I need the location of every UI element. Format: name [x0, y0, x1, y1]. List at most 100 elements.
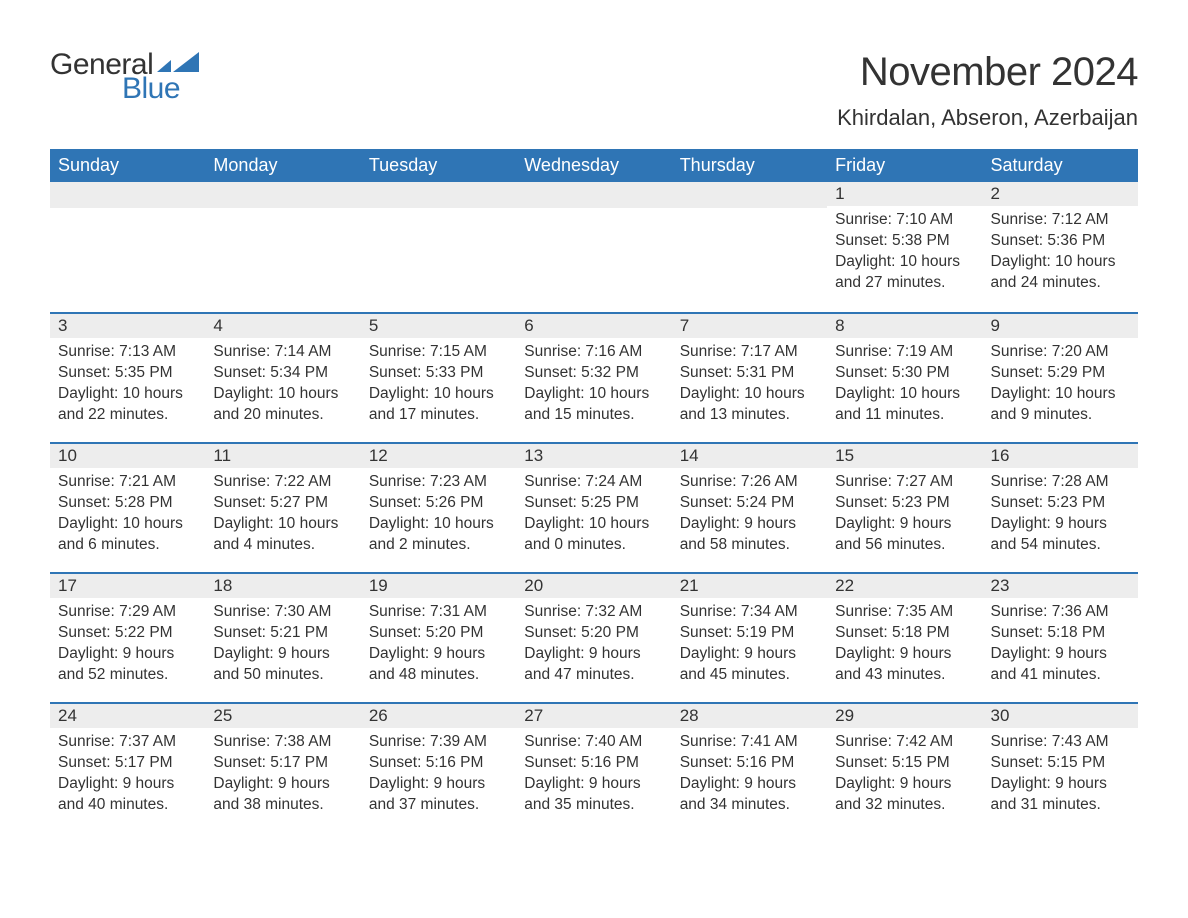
day-cell: 1Sunrise: 7:10 AMSunset: 5:38 PMDaylight…	[827, 182, 982, 312]
day-number-bar: 7	[672, 312, 827, 338]
day-sunset: Sunset: 5:34 PM	[213, 363, 352, 384]
day-daylight1: Daylight: 9 hours	[58, 774, 197, 795]
day-daylight1: Daylight: 9 hours	[58, 644, 197, 665]
day-daylight1: Daylight: 9 hours	[524, 644, 663, 665]
day-number-bar: 15	[827, 442, 982, 468]
weekday-header: Wednesday	[516, 149, 671, 182]
day-sunset: Sunset: 5:26 PM	[369, 493, 508, 514]
day-sunset: Sunset: 5:17 PM	[213, 753, 352, 774]
day-sunrise: Sunrise: 7:40 AM	[524, 732, 663, 753]
day-daylight2: and 31 minutes.	[991, 795, 1130, 816]
day-daylight1: Daylight: 9 hours	[369, 644, 508, 665]
day-daylight2: and 20 minutes.	[213, 405, 352, 426]
day-sunset: Sunset: 5:18 PM	[991, 623, 1130, 644]
day-cell	[205, 182, 360, 312]
week-row: 3Sunrise: 7:13 AMSunset: 5:35 PMDaylight…	[50, 312, 1138, 442]
day-body: Sunrise: 7:13 AMSunset: 5:35 PMDaylight:…	[50, 338, 205, 426]
day-sunrise: Sunrise: 7:37 AM	[58, 732, 197, 753]
day-daylight1: Daylight: 10 hours	[524, 384, 663, 405]
day-body: Sunrise: 7:30 AMSunset: 5:21 PMDaylight:…	[205, 598, 360, 686]
day-sunrise: Sunrise: 7:29 AM	[58, 602, 197, 623]
day-number-bar: 1	[827, 182, 982, 206]
day-body: Sunrise: 7:26 AMSunset: 5:24 PMDaylight:…	[672, 468, 827, 556]
day-daylight2: and 17 minutes.	[369, 405, 508, 426]
week-row: 24Sunrise: 7:37 AMSunset: 5:17 PMDayligh…	[50, 702, 1138, 832]
day-sunset: Sunset: 5:20 PM	[524, 623, 663, 644]
day-sunrise: Sunrise: 7:19 AM	[835, 342, 974, 363]
day-number-bar: 24	[50, 702, 205, 728]
day-body: Sunrise: 7:29 AMSunset: 5:22 PMDaylight:…	[50, 598, 205, 686]
day-body: Sunrise: 7:27 AMSunset: 5:23 PMDaylight:…	[827, 468, 982, 556]
day-number-bar: 4	[205, 312, 360, 338]
day-daylight1: Daylight: 9 hours	[835, 774, 974, 795]
day-number-bar: 17	[50, 572, 205, 598]
day-cell: 6Sunrise: 7:16 AMSunset: 5:32 PMDaylight…	[516, 312, 671, 442]
week-row: 10Sunrise: 7:21 AMSunset: 5:28 PMDayligh…	[50, 442, 1138, 572]
title-block: November 2024 Khirdalan, Abseron, Azerba…	[837, 50, 1138, 131]
day-body: Sunrise: 7:35 AMSunset: 5:18 PMDaylight:…	[827, 598, 982, 686]
day-sunset: Sunset: 5:33 PM	[369, 363, 508, 384]
day-sunset: Sunset: 5:20 PM	[369, 623, 508, 644]
weekday-header: Saturday	[983, 149, 1138, 182]
day-cell: 18Sunrise: 7:30 AMSunset: 5:21 PMDayligh…	[205, 572, 360, 702]
day-body: Sunrise: 7:24 AMSunset: 5:25 PMDaylight:…	[516, 468, 671, 556]
day-daylight2: and 35 minutes.	[524, 795, 663, 816]
day-sunset: Sunset: 5:30 PM	[835, 363, 974, 384]
day-cell: 11Sunrise: 7:22 AMSunset: 5:27 PMDayligh…	[205, 442, 360, 572]
day-daylight2: and 58 minutes.	[680, 535, 819, 556]
day-cell: 15Sunrise: 7:27 AMSunset: 5:23 PMDayligh…	[827, 442, 982, 572]
day-number-bar: 22	[827, 572, 982, 598]
day-cell: 19Sunrise: 7:31 AMSunset: 5:20 PMDayligh…	[361, 572, 516, 702]
day-sunset: Sunset: 5:17 PM	[58, 753, 197, 774]
day-body: Sunrise: 7:31 AMSunset: 5:20 PMDaylight:…	[361, 598, 516, 686]
day-daylight1: Daylight: 10 hours	[991, 384, 1130, 405]
day-daylight1: Daylight: 9 hours	[991, 514, 1130, 535]
day-sunrise: Sunrise: 7:34 AM	[680, 602, 819, 623]
day-body: Sunrise: 7:19 AMSunset: 5:30 PMDaylight:…	[827, 338, 982, 426]
day-sunset: Sunset: 5:36 PM	[991, 231, 1130, 252]
day-daylight1: Daylight: 10 hours	[58, 514, 197, 535]
day-sunrise: Sunrise: 7:27 AM	[835, 472, 974, 493]
day-sunrise: Sunrise: 7:36 AM	[991, 602, 1130, 623]
day-sunrise: Sunrise: 7:24 AM	[524, 472, 663, 493]
day-body: Sunrise: 7:20 AMSunset: 5:29 PMDaylight:…	[983, 338, 1138, 426]
day-body: Sunrise: 7:15 AMSunset: 5:33 PMDaylight:…	[361, 338, 516, 426]
day-cell: 7Sunrise: 7:17 AMSunset: 5:31 PMDaylight…	[672, 312, 827, 442]
day-sunset: Sunset: 5:22 PM	[58, 623, 197, 644]
day-body: Sunrise: 7:43 AMSunset: 5:15 PMDaylight:…	[983, 728, 1138, 816]
day-number-bar	[50, 182, 205, 208]
day-cell: 26Sunrise: 7:39 AMSunset: 5:16 PMDayligh…	[361, 702, 516, 832]
day-cell: 21Sunrise: 7:34 AMSunset: 5:19 PMDayligh…	[672, 572, 827, 702]
day-sunrise: Sunrise: 7:12 AM	[991, 210, 1130, 231]
day-daylight2: and 4 minutes.	[213, 535, 352, 556]
day-daylight2: and 54 minutes.	[991, 535, 1130, 556]
day-daylight1: Daylight: 10 hours	[213, 384, 352, 405]
day-sunset: Sunset: 5:23 PM	[835, 493, 974, 514]
day-body: Sunrise: 7:23 AMSunset: 5:26 PMDaylight:…	[361, 468, 516, 556]
day-sunset: Sunset: 5:18 PM	[835, 623, 974, 644]
day-body: Sunrise: 7:34 AMSunset: 5:19 PMDaylight:…	[672, 598, 827, 686]
day-daylight1: Daylight: 9 hours	[369, 774, 508, 795]
day-sunrise: Sunrise: 7:17 AM	[680, 342, 819, 363]
day-sunrise: Sunrise: 7:28 AM	[991, 472, 1130, 493]
day-daylight2: and 2 minutes.	[369, 535, 508, 556]
day-body: Sunrise: 7:41 AMSunset: 5:16 PMDaylight:…	[672, 728, 827, 816]
day-daylight2: and 13 minutes.	[680, 405, 819, 426]
day-cell: 5Sunrise: 7:15 AMSunset: 5:33 PMDaylight…	[361, 312, 516, 442]
day-daylight2: and 52 minutes.	[58, 665, 197, 686]
day-body: Sunrise: 7:16 AMSunset: 5:32 PMDaylight:…	[516, 338, 671, 426]
day-sunset: Sunset: 5:19 PM	[680, 623, 819, 644]
week-row: 1Sunrise: 7:10 AMSunset: 5:38 PMDaylight…	[50, 182, 1138, 312]
day-body: Sunrise: 7:42 AMSunset: 5:15 PMDaylight:…	[827, 728, 982, 816]
day-sunset: Sunset: 5:35 PM	[58, 363, 197, 384]
day-number-bar	[516, 182, 671, 208]
day-daylight1: Daylight: 10 hours	[835, 252, 974, 273]
location-subtitle: Khirdalan, Abseron, Azerbaijan	[837, 105, 1138, 131]
day-daylight1: Daylight: 9 hours	[991, 644, 1130, 665]
day-daylight1: Daylight: 9 hours	[213, 644, 352, 665]
day-daylight1: Daylight: 9 hours	[680, 514, 819, 535]
day-daylight1: Daylight: 9 hours	[991, 774, 1130, 795]
day-sunrise: Sunrise: 7:20 AM	[991, 342, 1130, 363]
day-sunrise: Sunrise: 7:10 AM	[835, 210, 974, 231]
day-sunrise: Sunrise: 7:30 AM	[213, 602, 352, 623]
